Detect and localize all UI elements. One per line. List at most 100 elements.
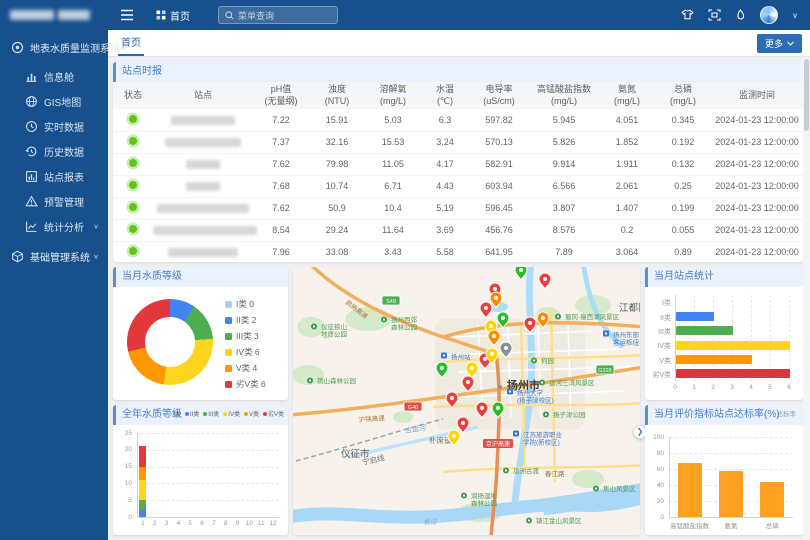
legend-item[interactable]: III类 3 bbox=[225, 328, 266, 344]
theme-skin-icon[interactable] bbox=[681, 9, 694, 21]
legend-item[interactable]: IV类 bbox=[223, 405, 240, 425]
donut-chart: I类 0 II类 2 III类 3 IV类 6 V类 4 劣V类 6 bbox=[113, 287, 288, 399]
svg-text:镇江金山风景区: 镇江金山风景区 bbox=[536, 516, 582, 525]
map-pin-orange[interactable] bbox=[487, 329, 501, 348]
table-row[interactable]: 7.62 50.9 10.4 5.19 596.45 3.807 1.407 0.199 202… bbox=[113, 197, 803, 220]
sidebar-item-alert-management[interactable]: 预警管理 bbox=[0, 189, 108, 214]
grid-icon bbox=[156, 10, 166, 20]
user-menu-chevron-down-icon[interactable]: ∨ bbox=[792, 10, 798, 20]
value-cell: 2024-01-23 12:00:00 bbox=[711, 131, 803, 154]
value-cell: 10.4 bbox=[365, 197, 421, 220]
legend-item[interactable]: II类 bbox=[184, 405, 199, 425]
app-logo bbox=[0, 0, 108, 30]
map-pin-green[interactable] bbox=[491, 401, 505, 420]
value-cell: 4.17 bbox=[421, 153, 469, 176]
value-cell: 7.62 bbox=[253, 197, 309, 220]
map-pin-red[interactable] bbox=[475, 401, 489, 420]
x-category-label: 高锰酸盐指数 bbox=[670, 523, 710, 530]
value-cell: 33.08 bbox=[309, 241, 365, 262]
status-dot-normal bbox=[129, 225, 137, 234]
svg-text:G328: G328 bbox=[598, 368, 611, 374]
y-category-label: IV类 bbox=[657, 343, 671, 351]
table-row[interactable]: 7.37 32.16 15.53 3.24 570.13 5.826 1.852 0.192 2… bbox=[113, 131, 803, 154]
value-cell: 7.37 bbox=[253, 131, 309, 154]
legend-item[interactable]: II类 2 bbox=[225, 312, 266, 328]
more-button[interactable]: 更多 bbox=[756, 34, 802, 53]
gridline bbox=[137, 449, 279, 451]
screenshot-icon[interactable] bbox=[708, 9, 721, 21]
sidebar-item-realtime-data[interactable]: 实时数据 bbox=[0, 114, 108, 139]
legend-item[interactable]: 劣V类 6 bbox=[225, 376, 266, 392]
svg-text:铜山森林公园: 铜山森林公园 bbox=[317, 376, 356, 385]
sidebar-item-history-data[interactable]: 历史数据 bbox=[0, 139, 108, 164]
svg-text:森林公园: 森林公园 bbox=[471, 499, 497, 508]
panel-title-text: 当月评价指标站点达标率(%) bbox=[654, 409, 780, 420]
map-label-green: 瓜洲古渡 bbox=[503, 466, 540, 475]
map-pin-red[interactable] bbox=[445, 391, 459, 410]
table-row[interactable]: 7.62 79.98 11.05 4.17 582.91 9.914 1.911 0.132 2… bbox=[113, 153, 803, 176]
user-avatar[interactable] bbox=[760, 6, 779, 24]
map-pin-green[interactable] bbox=[514, 267, 528, 282]
sidebar-item-station-report[interactable]: 站点报表 bbox=[0, 164, 108, 189]
bar bbox=[676, 369, 790, 379]
station-name-redacted bbox=[171, 116, 235, 126]
sidebar-nav: 地表水质量监测系统 ∧ 信息舱 GIS地图 实时数据 历史数据 站点报表 预警管理 统计分析 ∨ 基… bbox=[0, 30, 126, 273]
legend-item[interactable]: V类 bbox=[243, 405, 259, 425]
menu-search-input[interactable]: 菜单查询 bbox=[218, 6, 338, 24]
map-label-green: 焦山风景区 bbox=[593, 484, 636, 493]
legend-item[interactable]: V类 4 bbox=[225, 360, 266, 376]
x-axis-tick: 7 bbox=[212, 520, 216, 527]
sidebar-item-label: 信息舱 bbox=[44, 73, 74, 84]
legend-item[interactable]: I类 bbox=[168, 405, 181, 425]
map-label-green: 扬子津公园 bbox=[543, 410, 586, 419]
content-scrollbar[interactable] bbox=[803, 57, 810, 540]
panel-title: 全年水质等级 I类 II类 III类 IV类 V类 劣V类 bbox=[113, 405, 288, 425]
map-pin-green[interactable] bbox=[435, 361, 449, 380]
road-shields: G40 G328 S49 bbox=[381, 295, 615, 412]
table-row[interactable]: 7.68 10.74 6.71 4.43 603.94 6.566 2.061 0.25 202… bbox=[113, 175, 803, 198]
sidebar-group-surface-water-system[interactable]: 地表水质量监测系统 ∧ bbox=[0, 30, 126, 64]
svg-text:沪陕高速: 沪陕高速 bbox=[359, 413, 386, 424]
sidebar-item-gis-map[interactable]: GIS地图 bbox=[0, 89, 108, 114]
map-pin-gray[interactable] bbox=[499, 341, 513, 360]
sidebar-item-statistics[interactable]: 统计分析 ∨ bbox=[0, 214, 108, 239]
value-cell: 7.89 bbox=[529, 241, 599, 262]
y-category-label: I类 bbox=[662, 300, 671, 308]
sidebar-item-info-hub[interactable]: 信息舱 bbox=[0, 64, 108, 89]
value-cell: 3.69 bbox=[421, 219, 469, 242]
map-pin-yellow[interactable] bbox=[447, 429, 461, 448]
y-axis-tick: 15 bbox=[124, 463, 132, 471]
map-pin-red[interactable] bbox=[479, 301, 493, 320]
map-pin-red[interactable] bbox=[456, 416, 470, 435]
x-axis-tick: 0 bbox=[673, 384, 677, 391]
map-pin-orange[interactable] bbox=[489, 291, 503, 310]
map-label-roadR: 京沪高速 bbox=[483, 439, 513, 448]
svg-text:地质公园: 地质公园 bbox=[321, 330, 347, 339]
map-pin-red[interactable] bbox=[461, 375, 475, 394]
table-row[interactable]: 8.54 29.24 11.64 3.69 456.76 8.576 0.2 0.055 202… bbox=[113, 219, 803, 242]
scrollbar-thumb[interactable] bbox=[804, 59, 809, 131]
legend-item[interactable]: IV类 6 bbox=[225, 344, 266, 360]
y-axis-line bbox=[137, 433, 138, 517]
sidebar-group-base-management-system[interactable]: 基础管理系统 ∨ bbox=[0, 239, 108, 273]
flame-icon[interactable] bbox=[735, 9, 746, 21]
tab-home[interactable]: 首页 bbox=[118, 34, 144, 56]
map-pin-green[interactable] bbox=[496, 311, 510, 330]
map-pin-yellow[interactable] bbox=[485, 347, 499, 366]
rate-legend: 达标率 bbox=[776, 411, 797, 418]
legend-item[interactable]: 劣V类 bbox=[262, 405, 284, 425]
legend-item[interactable]: I类 0 bbox=[225, 296, 266, 312]
table-row[interactable]: 7.96 33.08 3.43 5.58 641.95 7.89 3.064 0.89 2024… bbox=[113, 241, 803, 262]
map-pin-red[interactable] bbox=[523, 316, 537, 335]
table-row[interactable]: 7.22 15.91 5.03 6.3 597.82 5.945 4.051 0.345 202… bbox=[113, 109, 803, 132]
legend-item[interactable]: III类 bbox=[203, 405, 219, 425]
map-pin-red[interactable] bbox=[538, 272, 552, 291]
x-axis-tick: 10 bbox=[245, 520, 254, 527]
map-pin-yellow[interactable] bbox=[465, 361, 479, 380]
home-breadcrumb[interactable]: 首页 bbox=[156, 8, 190, 23]
annual-stacked-bar-chart: 0 5 10 15 20 25 1 2 3 4 5 6 7 8 9 10 11 12 bbox=[113, 425, 288, 534]
donut-ring bbox=[127, 299, 213, 385]
hamburger-menu-icon[interactable] bbox=[120, 9, 134, 21]
map-pin-orange[interactable] bbox=[536, 311, 550, 330]
